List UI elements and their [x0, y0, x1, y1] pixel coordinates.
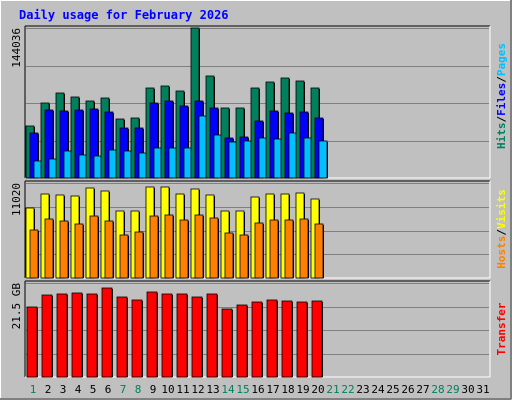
side-legend-label: Hits/Files/Pages — [495, 43, 508, 149]
bar-transfer-day-18 — [281, 300, 293, 378]
bar-hosts-day-10 — [164, 214, 174, 279]
bar-transfer-day-6 — [101, 287, 113, 378]
side-legend-part: Visits — [495, 189, 508, 229]
bar-hosts-day-4 — [74, 223, 84, 279]
x-tick-label-day-19: 19 — [296, 383, 309, 396]
y-max-label: 144036 — [10, 28, 23, 68]
bar-hosts-day-1 — [29, 229, 39, 279]
bar-transfer-day-7 — [116, 296, 128, 378]
chart-title: Daily usage for February 2026 — [19, 8, 229, 22]
x-tick-label-day-18: 18 — [281, 383, 294, 396]
bar-transfer-day-8 — [131, 299, 143, 378]
bar-hosts-day-8 — [134, 231, 144, 279]
x-tick-label-day-29: 29 — [446, 383, 459, 396]
bar-hosts-day-12 — [194, 214, 204, 279]
x-tick-label-day-14: 14 — [221, 383, 235, 396]
bar-hosts-day-20 — [314, 223, 324, 279]
bar-transfer-day-5 — [86, 293, 98, 378]
bar-hosts-day-16 — [254, 222, 264, 279]
x-tick-label-day-30: 30 — [461, 383, 474, 396]
bar-hosts-day-5 — [89, 215, 99, 279]
x-tick-label-day-6: 6 — [105, 383, 112, 396]
bar-transfer-day-3 — [56, 293, 68, 378]
bar-hosts-day-18 — [284, 219, 294, 279]
side-legend-part: / — [495, 116, 508, 123]
bar-transfer-day-15 — [236, 304, 248, 378]
x-tick-label-day-10: 10 — [161, 383, 174, 396]
bar-transfer-day-13 — [206, 293, 218, 378]
chart-panels: 144036Hits/Files/Pages11020Hosts/Visits2… — [10, 25, 508, 378]
bar-transfer-day-20 — [311, 300, 323, 378]
x-axis-labels: 1 2 3 4 5 6 7 8 9 10 11 12 13 14 15 16 17 18 19 20 21 22 23 24 2… — [30, 383, 490, 396]
x-tick-label-day-8: 8 — [135, 383, 142, 396]
x-tick-label-day-27: 27 — [416, 383, 429, 396]
x-tick-label-day-2: 2 — [45, 383, 52, 396]
x-tick-label-day-11: 11 — [176, 383, 189, 396]
bar-transfer-day-12 — [191, 296, 203, 378]
x-tick-label-day-15: 15 — [236, 383, 249, 396]
bar-hosts-day-17 — [269, 219, 279, 279]
x-tick-label-day-13: 13 — [206, 383, 219, 396]
bar-pages-day-20 — [318, 140, 328, 179]
bar-transfer-day-4 — [71, 292, 83, 378]
x-tick-label-day-4: 4 — [75, 383, 82, 396]
x-tick-label-day-9: 9 — [150, 383, 157, 396]
x-tick-label-day-12: 12 — [191, 383, 204, 396]
side-legend-part: Hosts — [495, 236, 508, 269]
side-legend-part: / — [495, 229, 508, 236]
x-tick-label-day-23: 23 — [356, 383, 369, 396]
side-legend-label: Hosts/Visits — [495, 189, 508, 269]
bar-transfer-day-9 — [146, 291, 158, 378]
bar-transfer-day-2 — [41, 294, 53, 378]
bar-hosts-day-13 — [209, 217, 219, 279]
panel-transfer: 21.5 GB Transfer — [10, 280, 508, 378]
y-max-label: 11020 — [10, 183, 23, 216]
bar-transfer-day-10 — [161, 293, 173, 378]
x-tick-label-day-22: 22 — [341, 383, 354, 396]
x-tick-label-day-1: 1 — [30, 383, 37, 396]
bar-transfer-day-11 — [176, 293, 188, 378]
side-legend-part: Files — [495, 83, 508, 116]
x-tick-label-day-31: 31 — [476, 383, 489, 396]
bar-hosts-day-11 — [179, 219, 189, 279]
x-tick-label-day-28: 28 — [431, 383, 444, 396]
x-tick-label-day-21: 21 — [326, 383, 339, 396]
side-legend-label: Transfer — [495, 302, 508, 355]
x-tick-label-day-3: 3 — [60, 383, 67, 396]
bar-transfer-day-19 — [296, 301, 308, 378]
bar-hosts-day-9 — [149, 215, 159, 279]
side-legend-part: / — [495, 76, 508, 83]
x-tick-label-day-24: 24 — [371, 383, 385, 396]
bar-transfer-day-1 — [26, 306, 38, 378]
bar-transfer-day-14 — [221, 308, 233, 378]
side-legend-part: Transfer — [495, 302, 508, 355]
y-max-label: 21.5 GB — [10, 283, 23, 330]
side-legend-part: Pages — [495, 43, 508, 76]
bar-hosts-day-6 — [104, 220, 114, 279]
bar-transfer-day-16 — [251, 301, 263, 378]
x-tick-label-day-16: 16 — [251, 383, 264, 396]
x-tick-label-day-26: 26 — [401, 383, 414, 396]
bar-hosts-day-7 — [119, 234, 129, 279]
bar-hosts-day-15 — [239, 234, 249, 279]
x-tick-label-day-5: 5 — [90, 383, 97, 396]
x-tick-label-day-20: 20 — [311, 383, 324, 396]
bar-hosts-day-3 — [59, 220, 69, 279]
x-tick-label-day-25: 25 — [386, 383, 399, 396]
bar-hosts-day-19 — [299, 218, 309, 279]
bar-transfer-day-17 — [266, 299, 278, 378]
panel-visits-hosts: 11020 Hosts/Visits — [10, 180, 508, 279]
bar-hosts-day-2 — [44, 218, 54, 279]
x-tick-label-day-7: 7 — [120, 383, 127, 396]
x-tick-label-day-17: 17 — [266, 383, 279, 396]
bar-hosts-day-14 — [224, 232, 234, 279]
side-legend-part: Hits — [495, 123, 508, 150]
